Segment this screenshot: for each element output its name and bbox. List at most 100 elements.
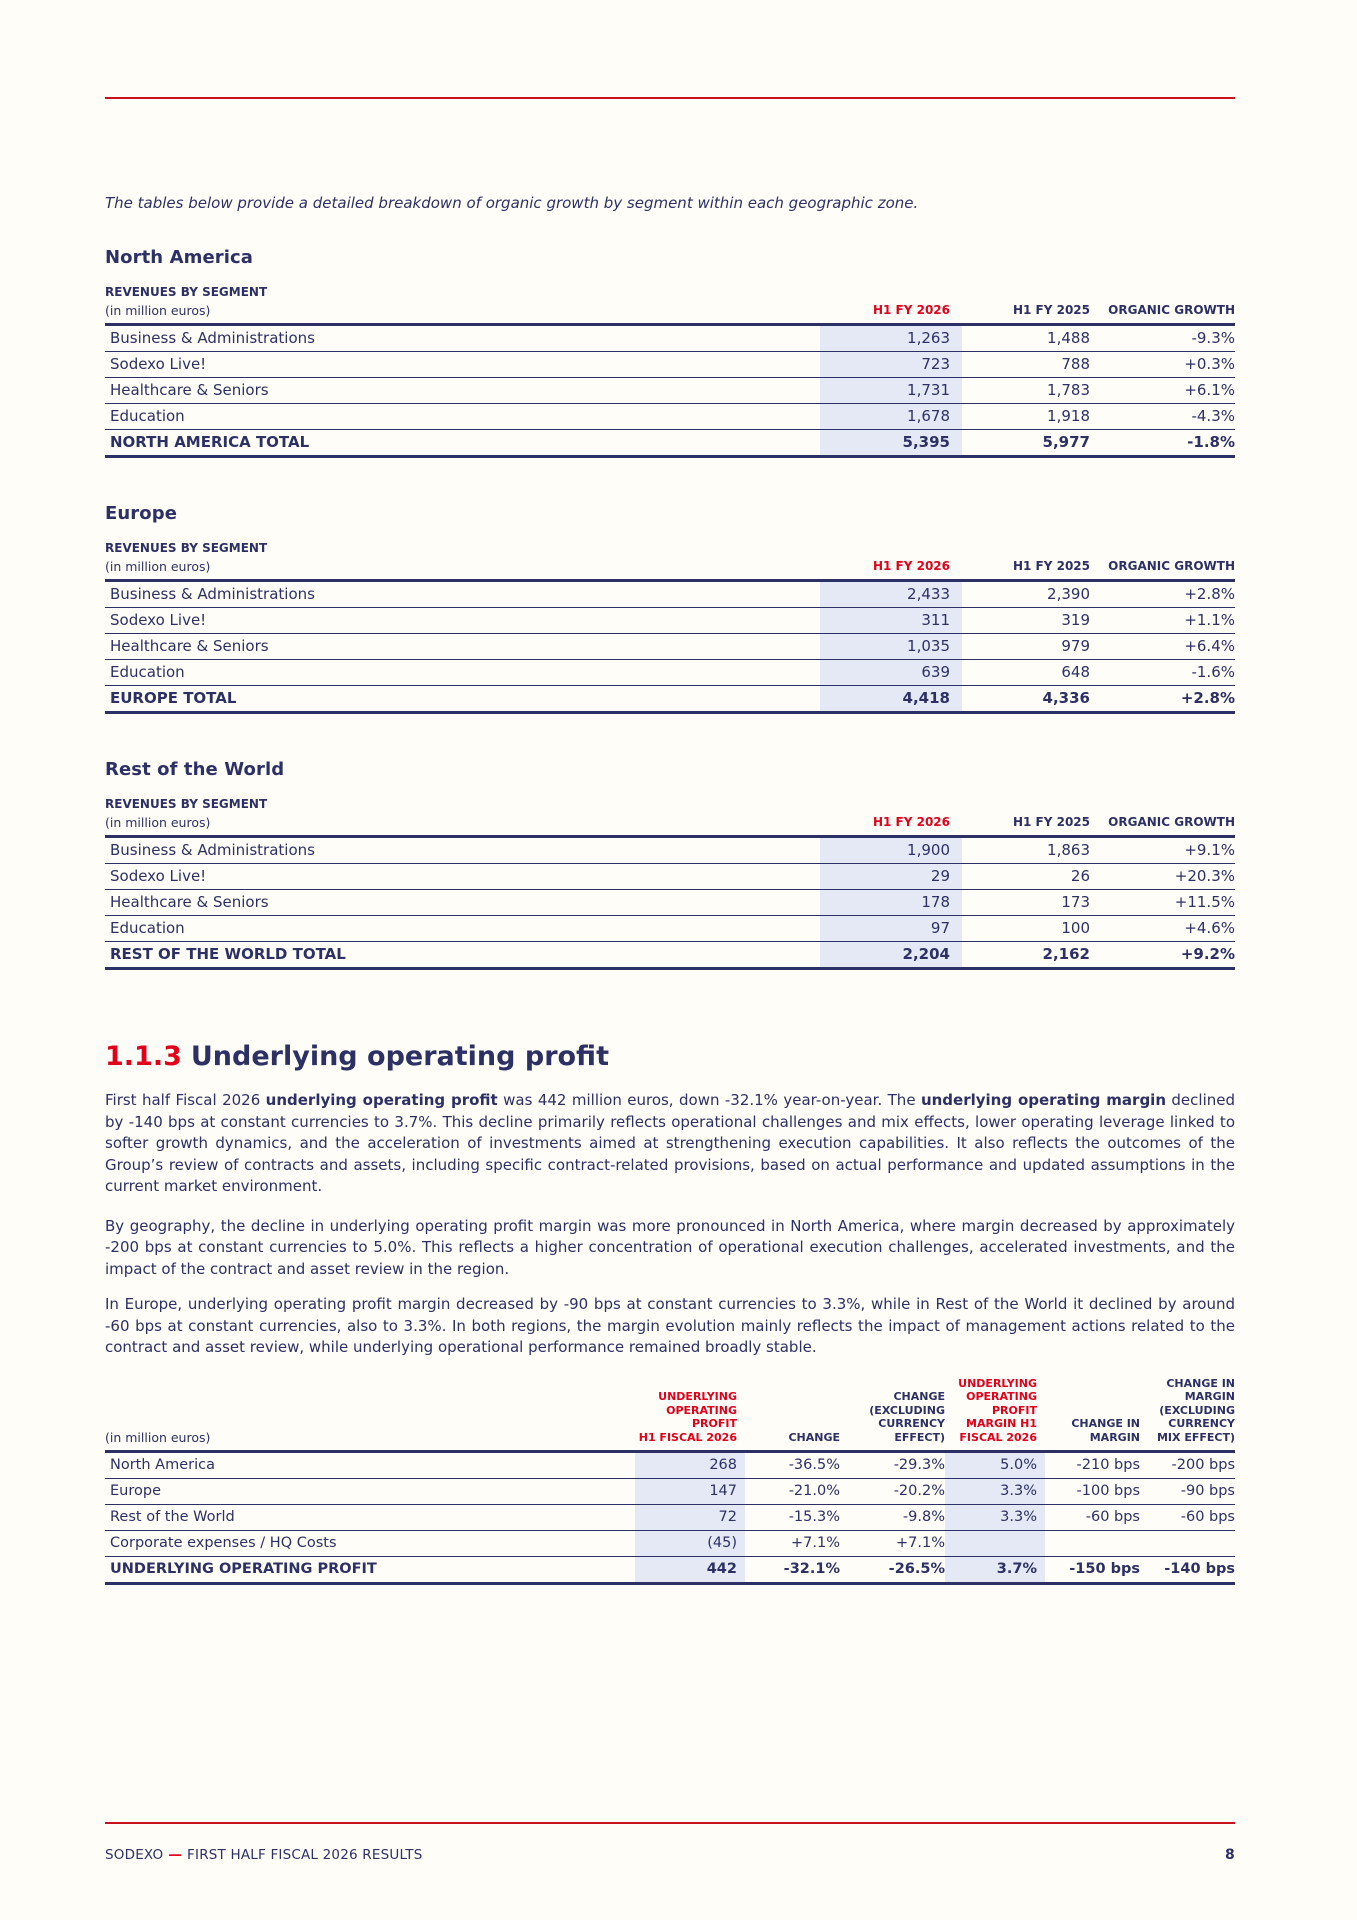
value-h1-fy-2025: 1,488 [962,324,1090,352]
value-uop-margin: 5.0% [945,1451,1045,1479]
value-change-in-margin-excl-currency-mix: -90 bps [1140,1478,1235,1505]
value-organic-growth: +9.1% [1090,836,1235,864]
geography-label: Rest of the World [105,1504,635,1531]
value-uop-h1-fiscal-2026: 268 [635,1451,745,1479]
table-unit-label: (in million euros) [105,303,211,318]
col-header-change-excl-currency: CHANGE (EXCLUDING CURRENCY EFFECT) [840,1376,945,1453]
col-header-organic-growth: ORGANIC GROWTH [1090,285,1235,326]
total-organic-growth: +9.2% [1090,941,1235,970]
table-header-row: REVENUES BY SEGMENT (in million euros) H… [105,797,1235,838]
table-row: Sodexo Live! 723 788 +0.3% [105,351,1235,378]
table-unit-label: (in million euros) [105,1376,635,1453]
segment-label: Education [105,659,820,686]
text-run: By geography, the decline in underlying … [105,1216,1235,1278]
value-h1-fy-2025: 2,390 [962,580,1090,608]
value-h1-fy-2026: 97 [820,915,962,942]
value-h1-fy-2025: 788 [962,351,1090,378]
col-header-h1-fy-2025: H1 FY 2025 [962,285,1090,326]
value-change: -15.3% [745,1504,840,1531]
footer-rule-divider [105,1822,1235,1824]
value-change-in-margin: -60 bps [1045,1504,1140,1531]
table-row: Sodexo Live! 29 26 +20.3% [105,863,1235,890]
table-row: Healthcare & Seniors 1,035 979 +6.4% [105,633,1235,660]
value-change-in-margin: -210 bps [1045,1451,1140,1479]
total-change-in-margin: -150 bps [1045,1556,1140,1585]
value-organic-growth: -9.3% [1090,324,1235,352]
segment-label: Business & Administrations [105,324,820,352]
value-change: -21.0% [745,1478,840,1505]
body-paragraph-3: In Europe, underlying operating profit m… [105,1294,1235,1359]
table-row: Education 1,678 1,918 -4.3% [105,403,1235,430]
value-h1-fy-2026: 1,900 [820,836,962,864]
segment-label: Healthcare & Seniors [105,377,820,404]
total-h1-fy-2026: 2,204 [820,941,962,970]
col-header-uop-margin-h1-fiscal-2026: UNDERLYING OPERATING PROFIT MARGIN H1 FI… [945,1376,1045,1453]
value-h1-fy-2026: 1,263 [820,324,962,352]
table-row: Business & Administrations 2,433 2,390 +… [105,580,1235,608]
table-row: Healthcare & Seniors 178 173 +11.5% [105,889,1235,916]
total-uop-h1-fiscal-2026: 442 [635,1556,745,1585]
total-label: EUROPE TOTAL [105,685,820,714]
footer-report-title: FIRST HALF FISCAL 2026 RESULTS [187,1847,423,1863]
table-row: Corporate expenses / HQ Costs (45) +7.1%… [105,1530,1235,1557]
col-header-h1-fy-2026: H1 FY 2026 [820,797,962,838]
value-change: +7.1% [745,1530,840,1557]
value-organic-growth: +6.1% [1090,377,1235,404]
table-row: Healthcare & Seniors 1,731 1,783 +6.1% [105,377,1235,404]
value-h1-fy-2025: 319 [962,607,1090,634]
segment-label: Sodexo Live! [105,863,820,890]
table-total-row: REST OF THE WORLD TOTAL 2,204 2,162 +9.2… [105,941,1235,970]
col-header-organic-growth: ORGANIC GROWTH [1090,541,1235,582]
value-change-in-margin [1045,1530,1140,1557]
col-header-h1-fy-2025: H1 FY 2025 [962,541,1090,582]
total-label: UNDERLYING OPERATING PROFIT [105,1556,635,1585]
value-h1-fy-2026: 1,731 [820,377,962,404]
value-uop-margin [945,1530,1045,1557]
total-h1-fy-2026: 4,418 [820,685,962,714]
total-uop-margin: 3.7% [945,1556,1045,1585]
text-run: declined by -140 bps at constant currenc… [105,1091,1235,1195]
value-h1-fy-2025: 1,863 [962,836,1090,864]
value-organic-growth: +1.1% [1090,607,1235,634]
table-header-row: REVENUES BY SEGMENT (in million euros) H… [105,285,1235,326]
value-change-excl-currency: -9.8% [840,1504,945,1531]
revenues-table-north-america: REVENUES BY SEGMENT (in million euros) H… [105,285,1235,458]
value-organic-growth: +20.3% [1090,863,1235,890]
segment-label: Healthcare & Seniors [105,889,820,916]
geography-label: North America [105,1451,635,1479]
page-content: The tables below provide a detailed brea… [0,97,1357,1585]
geography-label: Europe [105,1478,635,1505]
value-h1-fy-2025: 648 [962,659,1090,686]
revenues-table-rest-of-world: REVENUES BY SEGMENT (in million euros) H… [105,797,1235,970]
segment-label: Sodexo Live! [105,351,820,378]
value-change-excl-currency: +7.1% [840,1530,945,1557]
text-run: First half Fiscal 2026 [105,1091,266,1109]
table-label-header: REVENUES BY SEGMENT (in million euros) [105,797,820,838]
table-title: REVENUES BY SEGMENT [105,541,268,555]
value-uop-margin: 3.3% [945,1504,1045,1531]
value-change-in-margin: -100 bps [1045,1478,1140,1505]
table-row: Europe 147 -21.0% -20.2% 3.3% -100 bps -… [105,1478,1235,1505]
table-title: REVENUES BY SEGMENT [105,797,268,811]
value-organic-growth: +2.8% [1090,580,1235,608]
col-header-change-in-margin: CHANGE IN MARGIN [1045,1376,1140,1453]
table-header-row: (in million euros) UNDERLYING OPERATING … [105,1376,1235,1453]
region-section-rest-of-world: Rest of the World REVENUES BY SEGMENT (i… [105,758,1235,970]
page-footer: SODEXO — FIRST HALF FISCAL 2026 RESULTS 8 [105,1847,1235,1863]
segment-label: Business & Administrations [105,580,820,608]
value-change-excl-currency: -20.2% [840,1478,945,1505]
value-change-excl-currency: -29.3% [840,1451,945,1479]
value-uop-h1-fiscal-2026: 72 [635,1504,745,1531]
total-change-excl-currency: -26.5% [840,1556,945,1585]
value-change-in-margin-excl-currency-mix [1140,1530,1235,1557]
table-title: REVENUES BY SEGMENT [105,285,268,299]
value-h1-fy-2026: 311 [820,607,962,634]
table-row: Education 639 648 -1.6% [105,659,1235,686]
text-run: underlying operating margin [920,1091,1166,1109]
footer-title: SODEXO — FIRST HALF FISCAL 2026 RESULTS [105,1847,423,1863]
value-uop-h1-fiscal-2026: (45) [635,1530,745,1557]
value-h1-fy-2026: 29 [820,863,962,890]
revenues-table-europe: REVENUES BY SEGMENT (in million euros) H… [105,541,1235,714]
table-label-header: REVENUES BY SEGMENT (in million euros) [105,541,820,582]
table-row: Business & Administrations 1,263 1,488 -… [105,324,1235,352]
